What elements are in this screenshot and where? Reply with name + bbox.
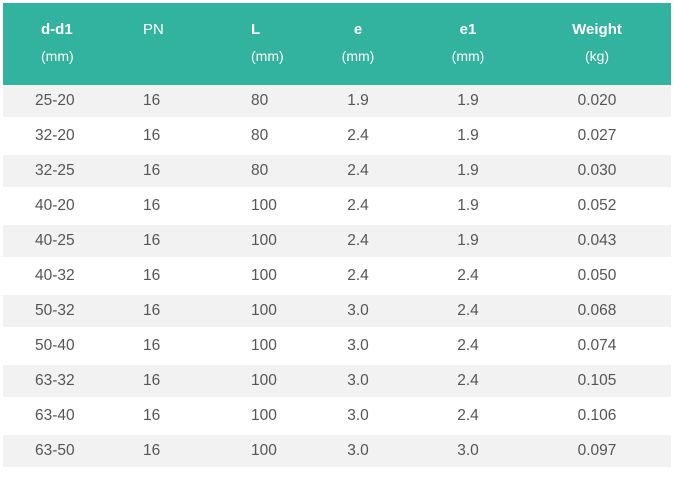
cell-d-d1: 32-20 [3,120,121,155]
specification-table: d-d1 (mm) PN L (mm) e (mm) e1 (mm) Weigh… [3,3,671,470]
cell-weight: 0.074 [523,330,671,365]
cell-e: 2.4 [303,155,413,190]
cell-e1: 1.9 [413,190,523,225]
table-row: 50-32 16 100 3.0 2.4 0.068 [3,295,671,330]
cell-e1: 2.4 [413,330,523,365]
cell-l: 100 [237,330,303,365]
cell-pn: 16 [121,400,237,435]
cell-l: 80 [237,120,303,155]
cell-e1: 3.0 [413,435,523,470]
cell-pn: 16 [121,330,237,365]
cell-d-d1: 40-32 [3,260,121,295]
table-row: 40-32 16 100 2.4 2.4 0.050 [3,260,671,295]
cell-l: 100 [237,295,303,330]
cell-pn: 16 [121,155,237,190]
cell-e1: 1.9 [413,155,523,190]
cell-e: 2.4 [303,225,413,260]
cell-weight: 0.027 [523,120,671,155]
cell-d-d1: 63-40 [3,400,121,435]
cell-weight: 0.106 [523,400,671,435]
header-d-d1-unit: (mm) [41,48,74,64]
header-row: d-d1 (mm) PN L (mm) e (mm) e1 (mm) Weigh… [3,3,671,85]
cell-d-d1: 50-32 [3,295,121,330]
cell-pn: 16 [121,295,237,330]
header-pn-title: PN [143,21,164,38]
table-body: 25-20 16 80 1.9 1.9 0.020 32-20 16 80 2.… [3,85,671,470]
cell-d-d1: 40-20 [3,190,121,225]
cell-weight: 0.105 [523,365,671,400]
cell-l: 100 [237,365,303,400]
cell-pn: 16 [121,190,237,225]
cell-e: 3.0 [303,435,413,470]
cell-weight: 0.050 [523,260,671,295]
cell-pn: 16 [121,435,237,470]
table-header: d-d1 (mm) PN L (mm) e (mm) e1 (mm) Weigh… [3,3,671,85]
cell-pn: 16 [121,225,237,260]
cell-l: 100 [237,260,303,295]
header-d-d1: d-d1 (mm) [3,3,121,85]
cell-e1: 1.9 [413,225,523,260]
header-d-d1-title: d-d1 [41,21,73,38]
header-e-title: e [353,21,363,38]
cell-weight: 0.097 [523,435,671,470]
header-e1-unit: (mm) [451,48,485,64]
cell-l: 100 [237,400,303,435]
header-l: L (mm) [237,3,303,85]
header-weight: Weight (kg) [523,3,671,85]
cell-e: 3.0 [303,295,413,330]
cell-e: 2.4 [303,120,413,155]
table-row: 50-40 16 100 3.0 2.4 0.074 [3,330,671,365]
header-weight-title: Weight [572,21,622,38]
table-row: 63-50 16 100 3.0 3.0 0.097 [3,435,671,470]
cell-e1: 2.4 [413,400,523,435]
header-l-title: L [251,21,261,38]
cell-e: 3.0 [303,330,413,365]
cell-e: 3.0 [303,400,413,435]
cell-weight: 0.068 [523,295,671,330]
header-e-unit: (mm) [341,48,375,64]
table-row: 32-25 16 80 2.4 1.9 0.030 [3,155,671,190]
cell-e1: 2.4 [413,295,523,330]
table-row: 40-20 16 100 2.4 1.9 0.052 [3,190,671,225]
header-e: e (mm) [303,3,413,85]
cell-l: 100 [237,435,303,470]
cell-e: 3.0 [303,365,413,400]
cell-d-d1: 32-25 [3,155,121,190]
cell-e1: 1.9 [413,85,523,120]
cell-e1: 2.4 [413,260,523,295]
cell-d-d1: 50-40 [3,330,121,365]
cell-pn: 16 [121,260,237,295]
table-row: 63-40 16 100 3.0 2.4 0.106 [3,400,671,435]
header-pn: PN [121,3,237,85]
cell-e: 2.4 [303,190,413,225]
cell-weight: 0.020 [523,85,671,120]
header-e1: e1 (mm) [413,3,523,85]
header-weight-unit: (kg) [584,48,610,64]
table-row: 25-20 16 80 1.9 1.9 0.020 [3,85,671,120]
table-row: 32-20 16 80 2.4 1.9 0.027 [3,120,671,155]
header-e1-title: e1 [459,21,477,38]
cell-l: 100 [237,225,303,260]
cell-e1: 2.4 [413,365,523,400]
cell-d-d1: 25-20 [3,85,121,120]
cell-e: 1.9 [303,85,413,120]
cell-d-d1: 63-50 [3,435,121,470]
cell-pn: 16 [121,365,237,400]
header-l-unit: (mm) [251,48,284,64]
cell-weight: 0.043 [523,225,671,260]
cell-pn: 16 [121,85,237,120]
cell-weight: 0.030 [523,155,671,190]
cell-l: 80 [237,85,303,120]
cell-weight: 0.052 [523,190,671,225]
cell-e: 2.4 [303,260,413,295]
cell-d-d1: 63-32 [3,365,121,400]
table-row: 63-32 16 100 3.0 2.4 0.105 [3,365,671,400]
cell-l: 80 [237,155,303,190]
cell-pn: 16 [121,120,237,155]
cell-l: 100 [237,190,303,225]
table-row: 40-25 16 100 2.4 1.9 0.043 [3,225,671,260]
cell-e1: 1.9 [413,120,523,155]
cell-d-d1: 40-25 [3,225,121,260]
